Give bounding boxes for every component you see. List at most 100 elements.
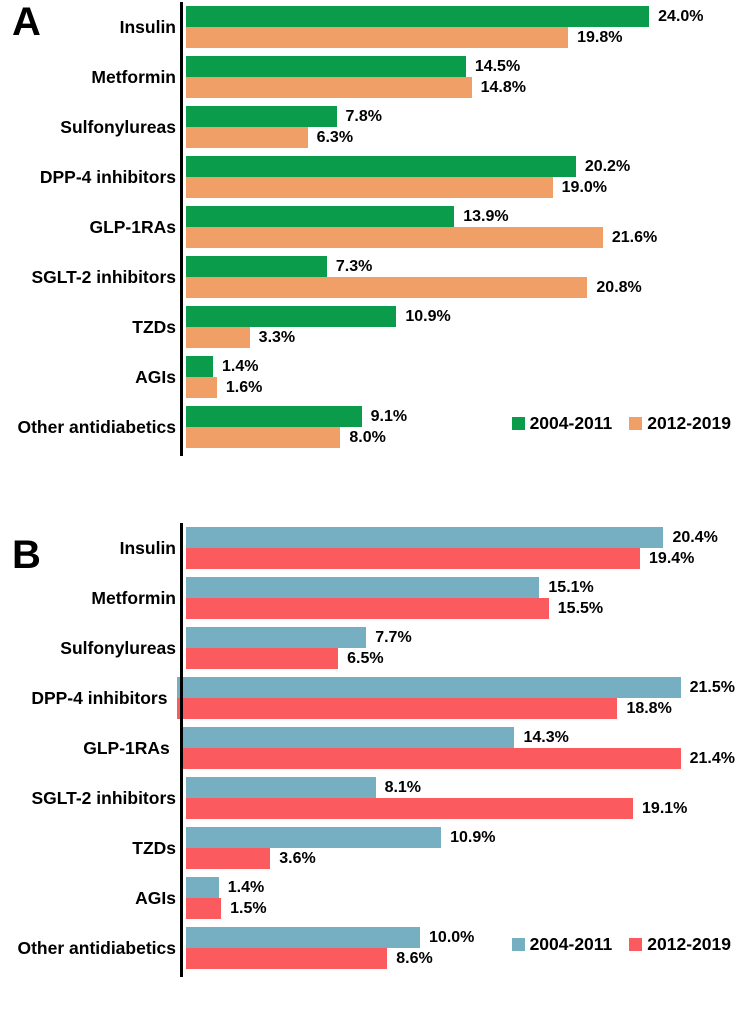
- bar-2004-2011: [186, 927, 421, 948]
- bar-group: 14.3% 21.4%: [177, 727, 735, 769]
- bar-line: 6.3%: [186, 127, 735, 148]
- bar-line: 7.8%: [186, 106, 735, 127]
- bar-2004-2011: [186, 777, 376, 798]
- bar-group: 8.1% 19.1%: [183, 777, 735, 819]
- value-label: 21.5%: [689, 678, 735, 696]
- value-label: 3.3%: [258, 328, 296, 346]
- value-label: 20.4%: [672, 528, 718, 546]
- category-label: Sulfonylureas: [60, 116, 176, 137]
- category-row: GLP-1RAs 14.3% 21.4%: [0, 727, 735, 769]
- bar-line: 8.0%: [186, 427, 735, 448]
- bar-2012-2019: [186, 27, 569, 48]
- bar-2012-2019: [186, 798, 634, 819]
- bar-line: 1.4%: [186, 877, 735, 898]
- category-row: DPP-4 inhibitors 20.2% 19.0%: [0, 156, 735, 198]
- bar-group: 21.5% 18.8%: [174, 677, 735, 719]
- category-row: SGLT-2 inhibitors 8.1% 19.1%: [0, 777, 735, 819]
- bar-group: 10.0% 8.6%: [183, 927, 735, 969]
- bars-area: Insulin 24.0% 19.8% Metformin 14.5% 14.8% Sulf…: [0, 6, 735, 448]
- bar-line: 10.9%: [186, 306, 735, 327]
- bar-line: 21.4%: [179, 748, 735, 769]
- value-label: 3.6%: [279, 849, 316, 867]
- bar-line: 19.1%: [186, 798, 735, 819]
- legend-swatch-icon: [511, 938, 525, 951]
- bars-area: Insulin 20.4% 19.4% Metformin 15.1% 15.5% Sulf…: [0, 527, 735, 969]
- value-label: 19.4%: [649, 549, 695, 567]
- bar-2012-2019: [186, 327, 250, 348]
- category-row: Insulin 24.0% 19.8%: [0, 6, 735, 48]
- category-row: Insulin 20.4% 19.4%: [0, 527, 735, 569]
- bar-2004-2011: [186, 6, 650, 27]
- category-label: SGLT-2 inhibitors: [31, 266, 176, 287]
- bar-2004-2011: [186, 206, 455, 227]
- value-label: 1.4%: [222, 357, 259, 375]
- bar-line: 7.7%: [186, 627, 735, 648]
- category-label: DPP-4 inhibitors: [39, 166, 176, 187]
- category-label: Metformin: [91, 66, 176, 87]
- bar-2004-2011: [177, 677, 681, 698]
- value-label: 6.5%: [347, 649, 384, 667]
- bar-2012-2019: [186, 227, 603, 248]
- value-label: 13.9%: [463, 207, 509, 225]
- legend: 2004-2011 2012-2019: [507, 934, 731, 955]
- bar-line: 19.4%: [186, 548, 735, 569]
- panel-b-plot: Insulin 20.4% 19.4% Metformin 15.1% 15.5% Sulf…: [0, 523, 735, 977]
- legend-label: 2012-2019: [647, 413, 731, 433]
- bar-2004-2011: [186, 156, 576, 177]
- bar-line: 20.8%: [186, 277, 735, 298]
- category-label: Insulin: [119, 16, 176, 37]
- category-label: GLP-1RAs: [89, 216, 176, 237]
- category-label: Other antidiabetics: [17, 937, 176, 958]
- value-label: 15.1%: [548, 578, 594, 596]
- bar-line: 20.4%: [186, 527, 735, 548]
- value-label: 21.4%: [689, 749, 735, 767]
- value-label: 10.9%: [450, 828, 496, 846]
- category-row: Metformin 14.5% 14.8%: [0, 56, 735, 98]
- bar-2012-2019: [186, 598, 549, 619]
- value-label: 1.5%: [230, 899, 267, 917]
- bar-group: 20.2% 19.0%: [183, 156, 735, 198]
- bar-line: 10.9%: [186, 827, 735, 848]
- panel-b: B Insulin 20.4% 19.4% Metformin 15.1% 15.5% Su…: [0, 521, 735, 977]
- bar-line: 19.8%: [186, 27, 735, 48]
- bar-2004-2011: [186, 356, 214, 377]
- category-row: AGIs 1.4% 1.5%: [0, 877, 735, 919]
- legend-label: 2012-2019: [647, 934, 731, 954]
- bar-2012-2019: [186, 77, 472, 98]
- bar-2012-2019: [186, 377, 217, 398]
- bar-2004-2011: [186, 577, 540, 598]
- bar-line: 7.3%: [186, 256, 735, 277]
- bar-line: 21.5%: [177, 677, 735, 698]
- value-label: 15.5%: [557, 599, 604, 617]
- bar-line: 20.2%: [186, 156, 735, 177]
- y-axis: [180, 523, 183, 977]
- bar-2012-2019: [186, 848, 271, 869]
- value-label: 24.0%: [658, 7, 704, 25]
- value-label: 1.6%: [225, 378, 263, 396]
- bar-2012-2019: [186, 548, 641, 569]
- category-label: Metformin: [91, 587, 176, 608]
- value-label: 8.0%: [349, 428, 386, 446]
- bar-group: 10.9% 3.3%: [183, 306, 735, 348]
- bar-line: 13.9%: [186, 206, 735, 227]
- value-label: 6.3%: [316, 128, 354, 146]
- bar-group: 15.1% 15.5%: [183, 577, 735, 619]
- bar-group: 1.4% 1.6%: [183, 356, 735, 398]
- bar-group: 14.5% 14.8%: [183, 56, 735, 98]
- legend-swatch-icon: [629, 938, 643, 951]
- legend: 2004-2011 2012-2019: [507, 413, 731, 434]
- category-label: Other antidiabetics: [17, 416, 176, 437]
- bar-line: 21.6%: [186, 227, 735, 248]
- bar-2012-2019: [179, 748, 681, 769]
- value-label: 8.1%: [384, 778, 422, 796]
- bar-line: 3.6%: [186, 848, 735, 869]
- bar-2004-2011: [186, 306, 397, 327]
- value-label: 14.3%: [523, 728, 569, 746]
- category-row: GLP-1RAs 13.9% 21.6%: [0, 206, 735, 248]
- bar-2004-2011: [186, 527, 664, 548]
- bar-line: 10.0%: [186, 927, 735, 948]
- bar-2004-2011: [179, 727, 515, 748]
- category-label: TZDs: [132, 316, 176, 337]
- bar-2004-2011: [186, 406, 362, 427]
